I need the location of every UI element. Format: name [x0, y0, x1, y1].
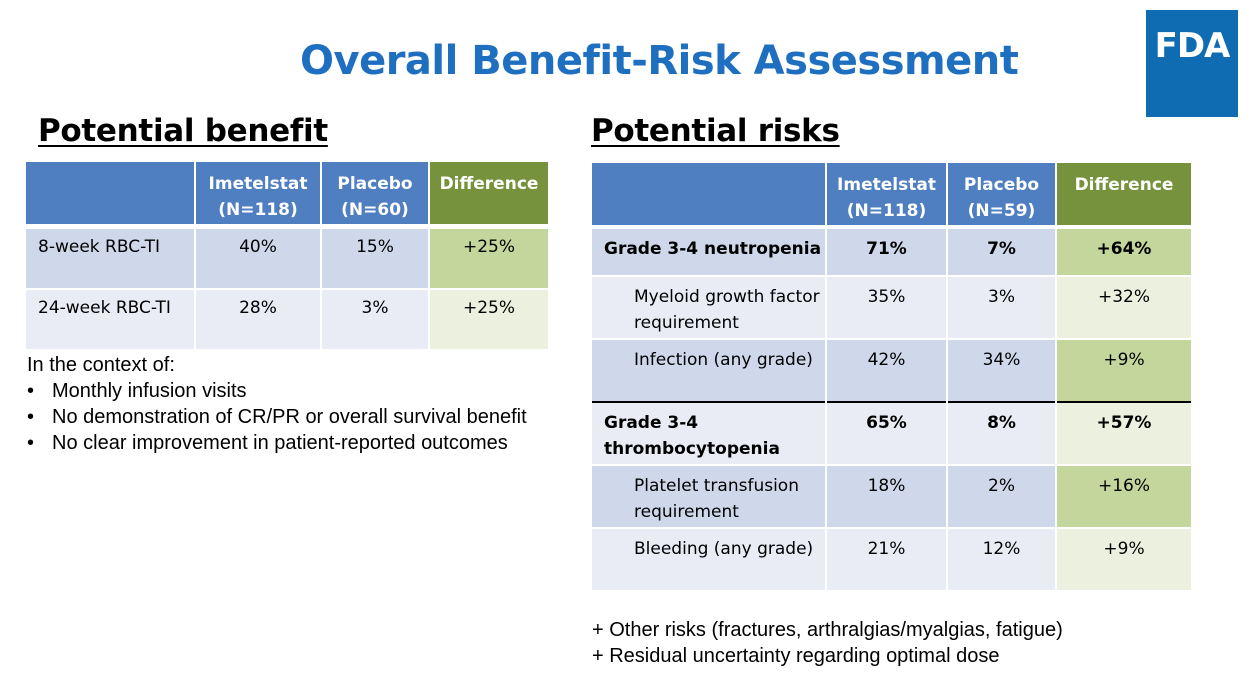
table-row: 8-week RBC-TI 40% 15% +25% — [26, 226, 550, 289]
benefit-header-row: Imetelstat (N=118) Placebo (N=60) Differ… — [26, 162, 550, 227]
row-label: 8-week RBC-TI — [26, 226, 196, 289]
difference-value: +25% — [429, 226, 550, 289]
difference-value: +16% — [1056, 465, 1193, 528]
imetelstat-value: 21% — [826, 528, 948, 591]
benefit-table: Imetelstat (N=118) Placebo (N=60) Differ… — [26, 162, 550, 351]
risks-header-blank — [592, 163, 827, 227]
imetelstat-value: 71% — [826, 227, 948, 276]
difference-value: +25% — [429, 289, 550, 350]
imetelstat-value: 42% — [826, 339, 948, 402]
context-item: No clear improvement in patient-reported… — [27, 430, 527, 456]
placebo-value: 8% — [947, 402, 1057, 465]
row-label: Infection (any grade) — [592, 339, 827, 402]
imetelstat-value: 35% — [826, 276, 948, 339]
risk-notes: + Other risks (fractures, arthralgias/my… — [592, 617, 1063, 669]
risks-header-difference: Difference — [1056, 163, 1193, 227]
placebo-value: 7% — [947, 227, 1057, 276]
row-label: Grade 3-4 neutropenia — [592, 227, 827, 276]
row-label: Platelet transfusion requirement — [592, 465, 827, 528]
table-row: Platelet transfusion requirement 18% 2% … — [592, 465, 1193, 528]
context-item: No demonstration of CR/PR or overall sur… — [27, 404, 527, 430]
table-row: Myeloid growth factor requirement 35% 3%… — [592, 276, 1193, 339]
benefit-header-imetelstat: Imetelstat (N=118) — [195, 162, 322, 227]
table-row: Grade 3-4 neutropenia 71% 7% +64% — [592, 227, 1193, 276]
row-label: Grade 3-4 thrombocytopenia — [592, 402, 827, 465]
context-intro: In the context of: — [27, 354, 175, 376]
fda-logo: FDA — [1146, 10, 1238, 117]
difference-value: +9% — [1056, 339, 1193, 402]
note-item: + Residual uncertainty regarding optimal… — [592, 645, 1000, 667]
note-item: + Other risks (fractures, arthralgias/my… — [592, 619, 1063, 641]
placebo-value: 34% — [947, 339, 1057, 402]
difference-value: +32% — [1056, 276, 1193, 339]
context-list: In the context of: Monthly infusion visi… — [27, 352, 527, 456]
benefit-header-blank — [26, 162, 196, 227]
slide-title: Overall Benefit-Risk Assessment — [300, 38, 1019, 84]
table-row: Infection (any grade) 42% 34% +9% — [592, 339, 1193, 402]
difference-value: +9% — [1056, 528, 1193, 591]
risks-heading: Potential risks — [591, 113, 840, 149]
risks-table: Imetelstat (N=118) Placebo (N=59) Differ… — [592, 163, 1193, 592]
placebo-value: 15% — [321, 226, 430, 289]
risks-header-imetelstat: Imetelstat (N=118) — [826, 163, 948, 227]
placebo-value: 3% — [947, 276, 1057, 339]
placebo-value: 3% — [321, 289, 430, 350]
benefit-header-difference: Difference — [429, 162, 550, 227]
difference-value: +64% — [1056, 227, 1193, 276]
imetelstat-value: 40% — [195, 226, 322, 289]
row-label: Bleeding (any grade) — [592, 528, 827, 591]
table-row: Grade 3-4 thrombocytopenia 65% 8% +57% — [592, 402, 1193, 465]
row-label: 24-week RBC-TI — [26, 289, 196, 350]
placebo-value: 2% — [947, 465, 1057, 528]
difference-value: +57% — [1056, 402, 1193, 465]
placebo-value: 12% — [947, 528, 1057, 591]
fda-logo-text: FDA — [1154, 25, 1231, 66]
risks-header-placebo: Placebo (N=59) — [947, 163, 1057, 227]
imetelstat-value: 65% — [826, 402, 948, 465]
table-row: Bleeding (any grade) 21% 12% +9% — [592, 528, 1193, 591]
imetelstat-value: 28% — [195, 289, 322, 350]
imetelstat-value: 18% — [826, 465, 948, 528]
benefit-heading: Potential benefit — [38, 113, 328, 149]
table-row: 24-week RBC-TI 28% 3% +25% — [26, 289, 550, 350]
row-label: Myeloid growth factor requirement — [592, 276, 827, 339]
risks-header-row: Imetelstat (N=118) Placebo (N=59) Differ… — [592, 163, 1193, 227]
context-item: Monthly infusion visits — [27, 378, 527, 404]
benefit-header-placebo: Placebo (N=60) — [321, 162, 430, 227]
